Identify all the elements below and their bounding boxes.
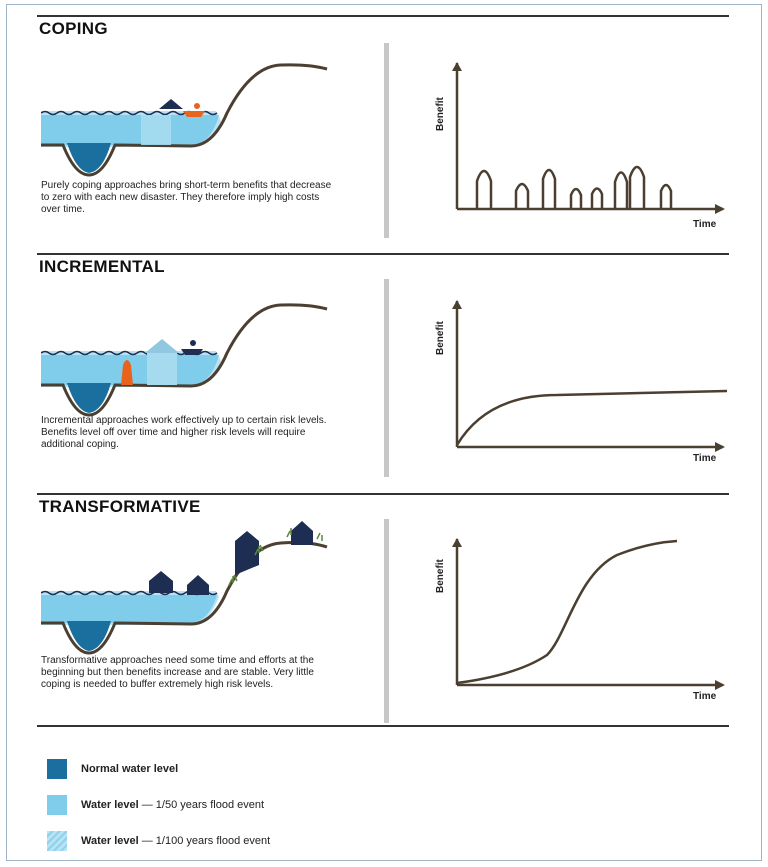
section-coping: COPING Purely coping approaches bring sh… <box>37 15 729 247</box>
y-axis-label: Benefit <box>435 559 446 593</box>
x-axis-label: Time <box>693 219 717 230</box>
incremental-benefit-chart <box>452 300 727 452</box>
house-icon <box>159 99 183 109</box>
figure-frame: COPING Purely coping approaches bring sh… <box>6 4 762 861</box>
house-roof-icon <box>145 339 179 353</box>
boat-icon <box>181 349 203 355</box>
legend-swatch <box>47 759 67 779</box>
flooded-house <box>147 353 177 385</box>
flooded-house <box>141 115 171 145</box>
coping-benefit-chart <box>452 62 725 214</box>
section-title: COPING <box>39 19 108 38</box>
legend-swatch <box>47 795 67 815</box>
section-divider <box>384 519 389 723</box>
levee-icon <box>121 360 133 385</box>
house-on-stilts-icon <box>149 571 173 593</box>
section-incremental: INCREMENTAL Incremental approaches work … <box>37 253 729 489</box>
section-title: INCREMENTAL <box>39 257 165 276</box>
legend-label: Water level <box>81 835 139 847</box>
benefit-humps <box>475 165 673 209</box>
section-divider <box>384 279 389 477</box>
legend-label: Water level <box>81 799 139 811</box>
section-rule <box>37 725 729 727</box>
legend-detail: — 1/100 years flood event <box>138 835 271 847</box>
benefit-curve <box>455 389 727 446</box>
legend-detail: — 1/50 years flood event <box>138 799 265 811</box>
boat-icon <box>183 111 205 117</box>
benefit-curve <box>456 539 678 685</box>
incremental-scene-illustration <box>41 303 328 417</box>
x-axis-label: Time <box>693 453 717 464</box>
legend-swatch <box>47 831 67 851</box>
transformative-scene-illustration <box>41 521 328 655</box>
house-on-hill-icon <box>291 521 313 545</box>
x-axis-label: Time <box>693 691 717 702</box>
coping-scene-illustration <box>41 63 328 177</box>
house-on-stilts-icon <box>187 575 209 595</box>
legend-label: Normal water level <box>81 763 179 775</box>
y-axis-label: Benefit <box>435 321 446 355</box>
section-description: Incremental approaches work effectively … <box>41 415 327 450</box>
section-transformative: TRANSFORMATIVE Transformative approaches… <box>37 493 729 729</box>
section-description: Transformative approaches need some time… <box>41 655 314 690</box>
section-title: TRANSFORMATIVE <box>39 497 201 516</box>
section-rule <box>37 15 729 17</box>
section-rule <box>37 493 729 495</box>
section-divider <box>384 43 389 238</box>
house-on-hill-icon <box>235 531 259 575</box>
y-axis-label: Benefit <box>435 97 446 131</box>
grass-icon <box>228 528 323 586</box>
section-description: Purely coping approaches bring short-ter… <box>41 180 332 215</box>
transformative-benefit-chart <box>452 538 725 690</box>
section-rule <box>37 253 729 255</box>
